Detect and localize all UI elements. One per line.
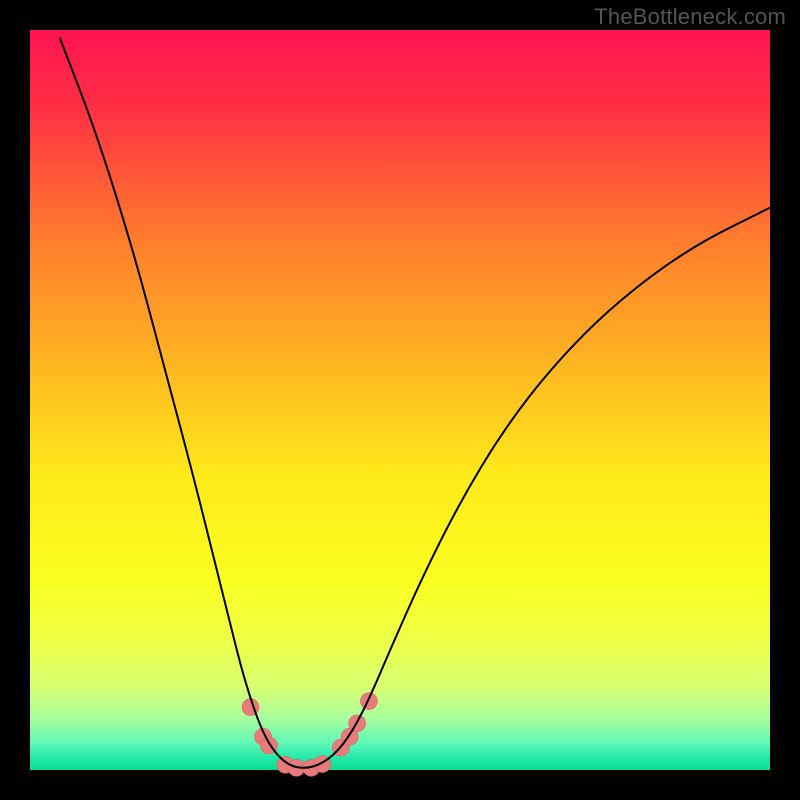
plot-background: [30, 30, 770, 770]
marker-point: [360, 693, 377, 710]
chart-container: TheBottleneck.com: [0, 0, 800, 800]
bottleneck-chart: [0, 0, 800, 800]
watermark-text: TheBottleneck.com: [594, 4, 786, 30]
